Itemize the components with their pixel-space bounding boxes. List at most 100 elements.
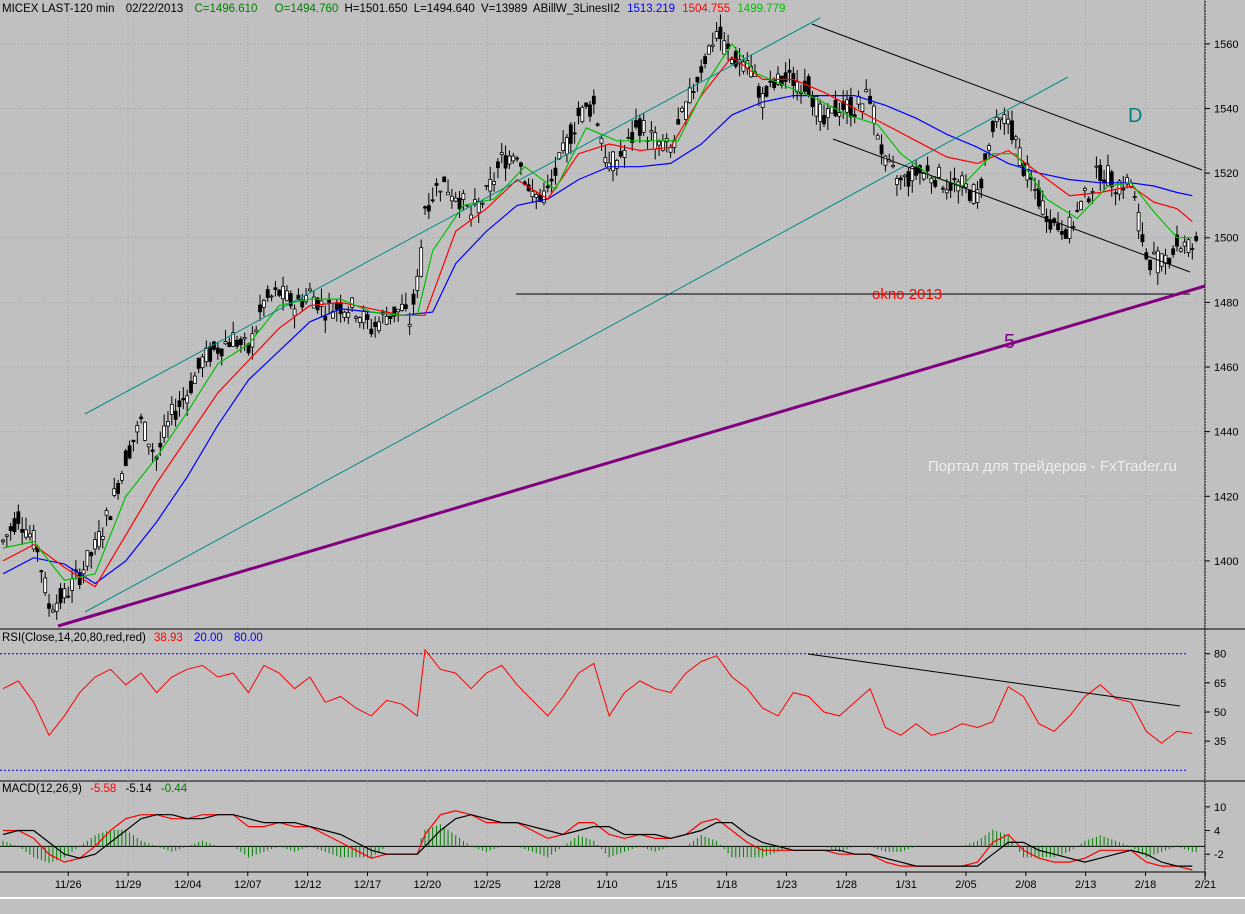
candle-body bbox=[227, 342, 232, 348]
candle-body bbox=[16, 511, 21, 524]
candle-body bbox=[403, 304, 408, 309]
macd-tick-label: 10 bbox=[1214, 802, 1226, 814]
candle-body bbox=[875, 135, 880, 140]
candle-body bbox=[139, 416, 144, 420]
candle-body bbox=[407, 323, 412, 327]
candle-body bbox=[1152, 251, 1156, 255]
candle-body bbox=[350, 297, 355, 308]
candle-body bbox=[384, 315, 389, 325]
macd-line bbox=[3, 810, 1193, 871]
ma-fast-line bbox=[2, 42, 1193, 581]
candle-body bbox=[707, 45, 711, 55]
candle-body bbox=[453, 197, 458, 202]
candle-body bbox=[614, 160, 619, 169]
candle-body bbox=[929, 177, 934, 184]
candle-body bbox=[722, 40, 727, 55]
candle-body bbox=[944, 189, 949, 194]
candle-body bbox=[760, 93, 765, 108]
candle-body bbox=[215, 347, 220, 354]
candle-body bbox=[269, 295, 274, 298]
header-low: L=1494.640 bbox=[414, 3, 475, 15]
candle-body bbox=[1071, 226, 1076, 228]
candle-body bbox=[1017, 147, 1022, 166]
time-tick-label: 2/21 bbox=[1195, 879, 1216, 891]
candle-body bbox=[511, 155, 516, 162]
candle-body bbox=[515, 157, 519, 160]
candle-body bbox=[169, 404, 174, 415]
candle-body bbox=[396, 308, 401, 313]
candle-body bbox=[1021, 163, 1026, 176]
rsi-tick-label: 80 bbox=[1214, 649, 1226, 661]
candle-body bbox=[300, 299, 305, 308]
candle-body bbox=[695, 76, 700, 83]
candle-body bbox=[580, 106, 585, 123]
time-tick-label: 12/12 bbox=[294, 879, 322, 891]
rsi-tick-label: 50 bbox=[1214, 707, 1226, 719]
candle-body bbox=[538, 194, 543, 202]
candle-body bbox=[204, 347, 209, 363]
candle-body bbox=[802, 80, 807, 92]
time-tick-label: 12/07 bbox=[234, 879, 262, 891]
candle-body bbox=[1094, 165, 1099, 168]
candle-body bbox=[987, 145, 991, 151]
candle-body bbox=[308, 288, 312, 292]
candle-body bbox=[783, 72, 788, 82]
candle-body bbox=[150, 449, 155, 452]
macd-legend-signal: -5.14 bbox=[126, 783, 153, 795]
time-tick-label: 2/13 bbox=[1075, 879, 1096, 891]
candle-body bbox=[143, 421, 147, 441]
candle-body bbox=[388, 315, 393, 319]
candle-body bbox=[841, 101, 846, 110]
candle-body bbox=[108, 516, 113, 521]
candle-body bbox=[261, 300, 266, 308]
candle-body bbox=[779, 75, 784, 86]
candle-body bbox=[1159, 253, 1164, 267]
candle-body bbox=[898, 177, 903, 181]
candle-body bbox=[1048, 219, 1053, 230]
candle-body bbox=[1079, 200, 1083, 211]
candle-body bbox=[235, 339, 239, 347]
candle-body bbox=[691, 91, 696, 93]
candle-body bbox=[814, 96, 819, 117]
candle-body bbox=[112, 488, 117, 496]
header-text: MICEX LAST-120 min 02/22/2013 C=1496.610… bbox=[2, 3, 785, 15]
candle-body bbox=[496, 161, 500, 169]
time-tick-label: 1/18 bbox=[716, 879, 737, 891]
time-tick-label: 1/15 bbox=[656, 879, 677, 891]
wave-d-label: D bbox=[1128, 105, 1142, 127]
candle-body bbox=[553, 167, 558, 176]
candle-body bbox=[446, 191, 450, 196]
candle-body bbox=[89, 552, 94, 557]
candle-body bbox=[519, 162, 523, 167]
candle-body bbox=[864, 89, 869, 93]
candle-body bbox=[1013, 136, 1018, 140]
candle-body bbox=[438, 190, 443, 193]
candle-body bbox=[327, 299, 332, 303]
candle-body bbox=[622, 149, 627, 158]
time-tick-label: 1/10 bbox=[596, 879, 617, 891]
candle-body bbox=[699, 66, 704, 73]
candle-body bbox=[845, 99, 849, 113]
candle-body bbox=[484, 185, 489, 187]
candle-body bbox=[718, 26, 723, 40]
candle-body bbox=[1155, 250, 1160, 274]
candle-body bbox=[714, 31, 719, 39]
candle-body bbox=[296, 294, 301, 301]
candle-body bbox=[166, 420, 170, 427]
candle-body bbox=[684, 101, 688, 120]
candle-body bbox=[288, 293, 293, 307]
price-tick-label: 1440 bbox=[1214, 427, 1238, 439]
candle-body bbox=[1098, 165, 1103, 181]
candle-body bbox=[1086, 198, 1091, 203]
candle-body bbox=[891, 165, 895, 168]
candle-body bbox=[135, 425, 140, 433]
candle-body bbox=[208, 346, 213, 362]
candle-body bbox=[97, 531, 101, 548]
candle-body bbox=[764, 85, 769, 97]
candle-body bbox=[354, 316, 358, 319]
candle-body bbox=[47, 603, 51, 609]
candle-body bbox=[818, 103, 823, 122]
candle-body bbox=[219, 348, 224, 357]
candle-body bbox=[933, 180, 938, 187]
candle-body bbox=[1109, 171, 1114, 188]
